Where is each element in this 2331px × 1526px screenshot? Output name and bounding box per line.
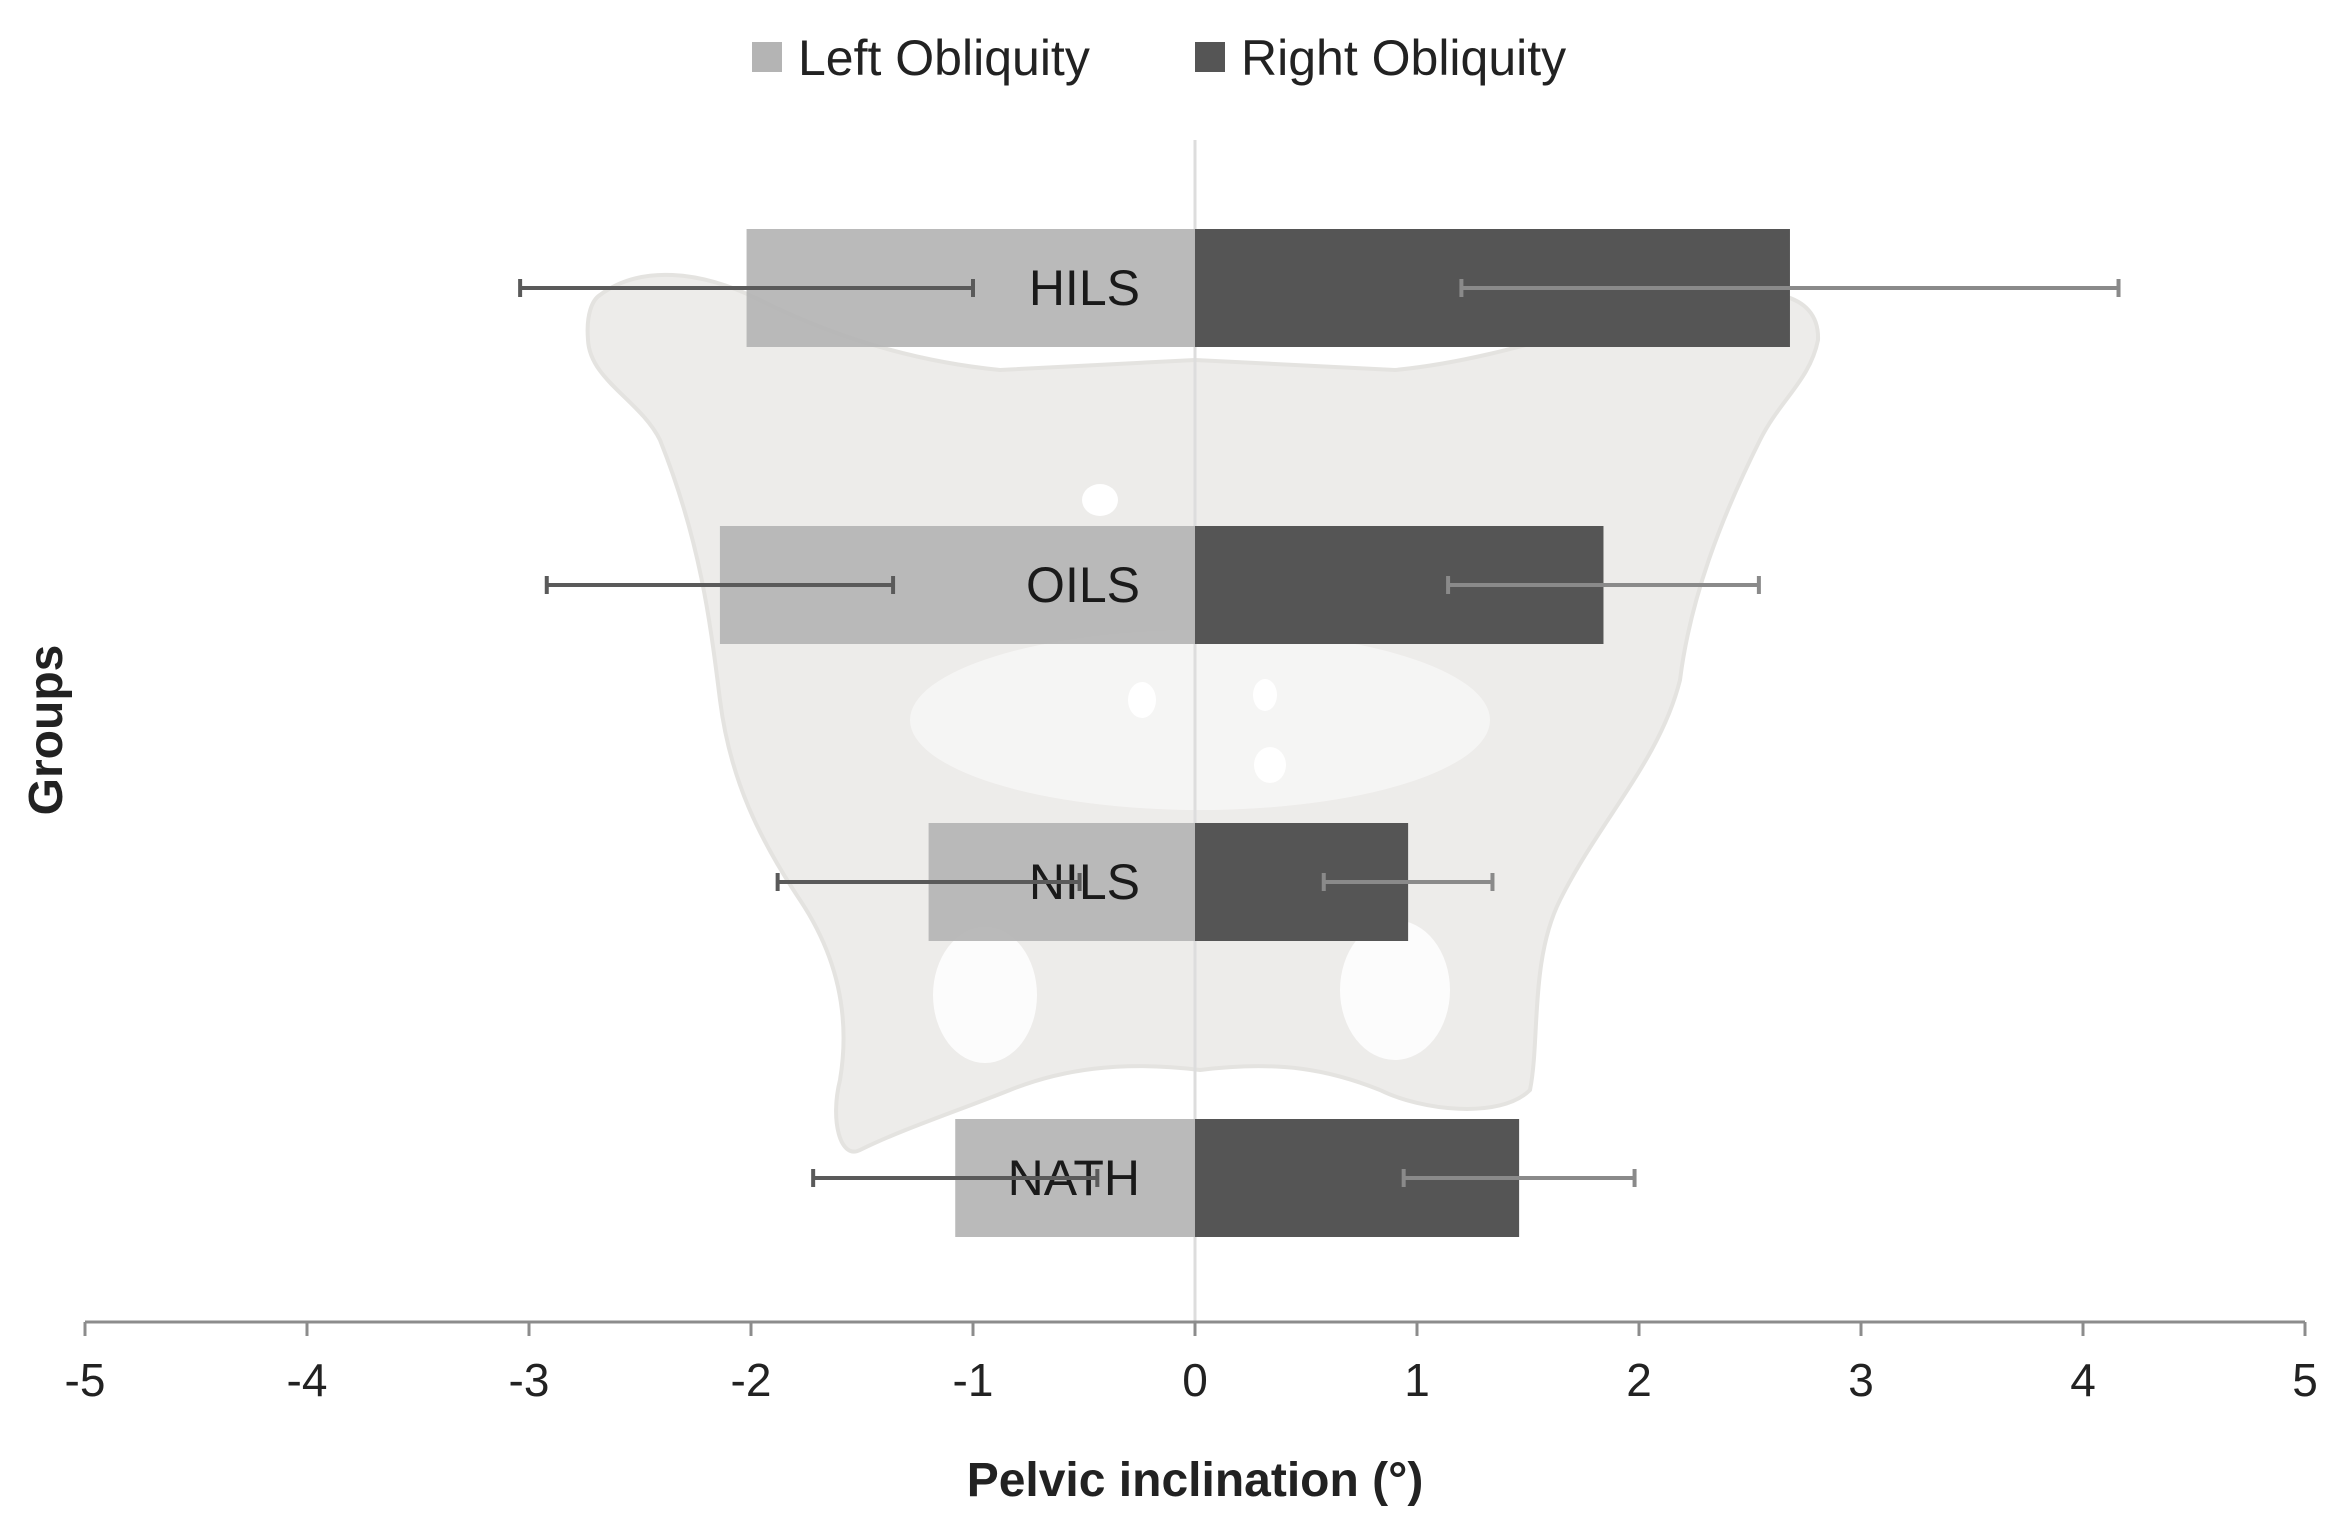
x-tick-label: -5 xyxy=(65,1354,106,1406)
error-bar-left-obliquity-nath xyxy=(811,1169,1100,1187)
category-label-hils: HILS xyxy=(1029,260,1140,316)
legend-label-left-obliquity: Left Obliquity xyxy=(798,30,1090,86)
legend-swatch-left-obliquity xyxy=(752,42,782,72)
sacral-hole-3 xyxy=(1254,747,1286,783)
error-bar-right-obliquity-oils xyxy=(1446,576,1761,594)
error-bar-left-obliquity-nils xyxy=(775,873,1082,891)
x-tick-label: -1 xyxy=(953,1354,994,1406)
pelvis-bone-illustration xyxy=(585,272,1821,1154)
x-tick-label: -4 xyxy=(287,1354,328,1406)
sacral-hole-4 xyxy=(1082,484,1118,516)
error-bar-left-obliquity-oils xyxy=(544,576,896,594)
category-label-oils: OILS xyxy=(1026,557,1140,613)
error-bar-left-obliquity-hils xyxy=(518,279,975,297)
x-tick-label: 2 xyxy=(1626,1354,1652,1406)
pelvis-inlet xyxy=(910,630,1490,810)
x-tick-label: 1 xyxy=(1404,1354,1430,1406)
error-bar-right-obliquity-hils xyxy=(1459,279,2121,297)
x-tick-label: 0 xyxy=(1182,1354,1208,1406)
legend-swatch-right-obliquity xyxy=(1195,42,1225,72)
y-axis-title: Groups xyxy=(20,645,73,816)
x-tick-label: 5 xyxy=(2292,1354,2318,1406)
legend-label-right-obliquity: Right Obliquity xyxy=(1241,30,1566,86)
sacral-hole-2 xyxy=(1253,679,1277,711)
x-axis-title: Pelvic inclination (°) xyxy=(967,1454,1424,1507)
pelvis-left-foramen xyxy=(933,927,1037,1063)
x-tick-label: 4 xyxy=(2070,1354,2096,1406)
x-axis: -5 -4 -3 -2 -1 0 1 2 3 4 5 xyxy=(65,1320,2318,1406)
legend: Left Obliquity Right Obliquity xyxy=(752,30,1566,86)
sacral-hole-1 xyxy=(1128,682,1156,718)
x-tick-label: -2 xyxy=(731,1354,772,1406)
pelvis-right-foramen xyxy=(1340,920,1450,1060)
error-bar-right-obliquity-nils xyxy=(1321,873,1495,891)
error-bar-right-obliquity-nath xyxy=(1401,1169,1637,1187)
x-tick-label: -3 xyxy=(509,1354,550,1406)
x-tick-label: 3 xyxy=(1848,1354,1874,1406)
